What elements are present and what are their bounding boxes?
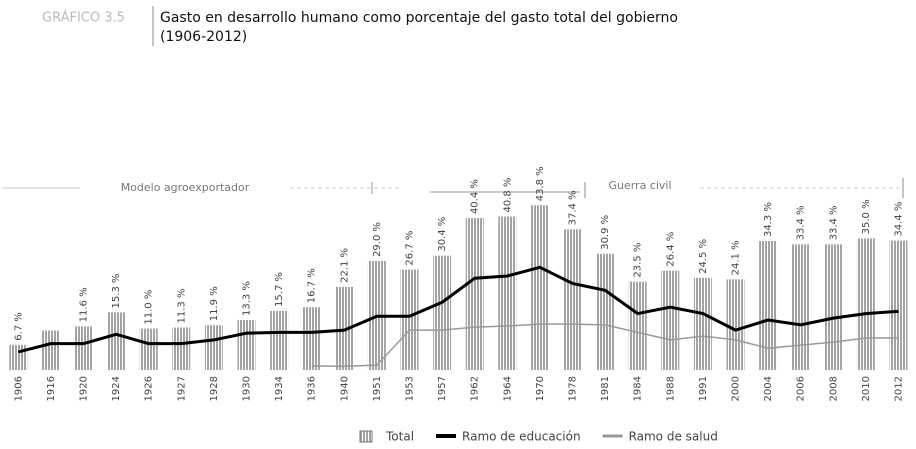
- x-tick-label: 2000: [731, 376, 742, 401]
- x-tick-label: 1953: [405, 376, 416, 401]
- value-label: 23.5 %: [633, 243, 644, 278]
- bar: [237, 319, 256, 370]
- chart-title: Gasto en desarrollo humano como porcenta…: [160, 10, 678, 26]
- value-label: 40.4 %: [470, 179, 481, 214]
- value-label: 13.3 %: [242, 281, 253, 316]
- x-tick-label: 1962: [470, 376, 481, 401]
- value-label: 26.7 %: [405, 231, 416, 266]
- x-tick-label: 1978: [568, 376, 579, 401]
- chart-label: GRÁFICO 3.5: [42, 10, 125, 26]
- value-label: 11.3 %: [176, 289, 187, 324]
- bar: [563, 229, 582, 370]
- bar: [9, 344, 28, 370]
- bar: [107, 312, 126, 370]
- value-label: 6.7 %: [13, 312, 24, 341]
- x-tick-label: 1991: [698, 376, 709, 401]
- x-tick-label: 1930: [242, 376, 253, 401]
- x-tick-label: 1916: [46, 376, 57, 401]
- bar: [172, 327, 191, 370]
- value-label: 35.0 %: [861, 199, 872, 234]
- bar: [302, 307, 321, 370]
- bar: [791, 244, 810, 370]
- value-label: 11.0 %: [144, 290, 155, 325]
- bar: [759, 241, 778, 370]
- value-label: 11.6 %: [79, 287, 90, 322]
- bar: [74, 326, 93, 370]
- bar: [889, 240, 908, 370]
- bar: [270, 310, 289, 370]
- value-label: 33.4 %: [828, 205, 839, 240]
- x-tick-label: 1924: [111, 376, 122, 401]
- x-tick-label: 1988: [665, 376, 676, 401]
- value-label: 34.3 %: [763, 202, 774, 237]
- bar: [139, 328, 158, 370]
- x-tick-label: 1920: [79, 376, 90, 401]
- bar: [530, 205, 549, 370]
- x-tick-label: 1926: [144, 376, 155, 401]
- value-label: 34.4 %: [894, 202, 905, 237]
- value-label: 30.4 %: [437, 217, 448, 252]
- legend-label: Total: [385, 430, 414, 444]
- value-label: 43.8 %: [535, 166, 546, 201]
- bar: [433, 255, 452, 370]
- value-label: 15.3 %: [111, 274, 122, 309]
- bar: [856, 238, 875, 370]
- bar: [693, 277, 712, 370]
- value-label: 37.4 %: [568, 190, 579, 225]
- value-label: 11.9 %: [209, 286, 220, 321]
- x-tick-label: 1981: [600, 376, 611, 401]
- bar: [596, 253, 615, 370]
- x-tick-label: 1951: [372, 376, 383, 401]
- bar: [465, 218, 484, 370]
- value-label: 16.7 %: [307, 268, 318, 303]
- legend-swatch: [359, 430, 373, 443]
- x-tick-label: 2010: [861, 376, 872, 401]
- x-tick-label: 1957: [437, 376, 448, 401]
- annotation: Modelo agroexportador: [121, 181, 250, 194]
- x-tick-label: 2008: [828, 376, 839, 401]
- bar: [726, 279, 745, 370]
- x-tick-label: 1906: [13, 376, 24, 401]
- line: [17, 265, 899, 354]
- bar: [335, 286, 354, 370]
- x-tick-label: 1927: [176, 376, 187, 401]
- x-tick-label: 2004: [763, 376, 774, 401]
- bar: [498, 216, 517, 370]
- bar: [628, 281, 647, 370]
- annotation: Guerra civil: [608, 179, 671, 192]
- value-label: 24.5 %: [698, 239, 709, 274]
- value-label: 29.0 %: [372, 222, 383, 257]
- bar: [41, 330, 60, 370]
- legend-label: Ramo de salud: [629, 430, 718, 444]
- value-label: 40.8 %: [502, 178, 513, 213]
- bar: [204, 325, 223, 370]
- x-tick-label: 1936: [307, 376, 318, 401]
- chart-subtitle: (1906-2012): [160, 29, 247, 45]
- value-label: 15.7 %: [274, 272, 285, 307]
- legend-label: Ramo de educación: [462, 430, 581, 444]
- bar: [661, 270, 680, 370]
- bar: [824, 244, 843, 370]
- value-label: 33.4 %: [796, 205, 807, 240]
- x-tick-label: 1934: [274, 376, 285, 401]
- value-label: 30.9 %: [600, 215, 611, 250]
- x-tick-label: 1984: [633, 376, 644, 401]
- x-tick-label: 1970: [535, 376, 546, 401]
- x-tick-label: 1928: [209, 376, 220, 401]
- x-tick-label: 1940: [339, 376, 350, 401]
- x-tick-label: 1964: [502, 376, 513, 401]
- line: [311, 323, 899, 367]
- value-label: 24.1 %: [731, 240, 742, 275]
- x-tick-label: 2012: [894, 376, 905, 401]
- x-tick-label: 2006: [796, 376, 807, 401]
- value-label: 26.4 %: [665, 232, 676, 267]
- bar: [400, 269, 419, 370]
- value-label: 22.1 %: [339, 248, 350, 283]
